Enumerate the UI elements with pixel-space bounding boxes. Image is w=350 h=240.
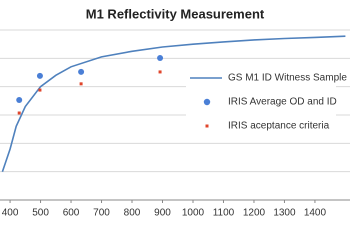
data-point: [78, 68, 85, 75]
data-point: [36, 72, 43, 79]
x-tick-label: 1100: [213, 208, 235, 219]
data-point: [157, 55, 164, 62]
legend-label: IRIS aceptance criteria: [228, 121, 330, 132]
data-point: [158, 70, 162, 74]
legend-label: GS M1 ID Witness Sample: [228, 73, 347, 84]
page: {"chart_data":{"type":"line","title":"M1…: [0, 6, 350, 219]
legend-swatch: [203, 98, 211, 106]
series-line: [1, 35, 346, 172]
x-tick-label: 600: [63, 208, 80, 219]
x-tick-label: 1400: [304, 208, 327, 219]
x-tick-label: 900: [154, 208, 171, 219]
x-tick-label: 1200: [243, 208, 266, 219]
legend-swatch: [205, 124, 209, 128]
x-tick-label: 700: [93, 208, 110, 219]
x-tick-label: 800: [124, 208, 141, 219]
data-point: [16, 96, 23, 103]
legend-label: IRIS Average OD and ID: [228, 97, 337, 108]
x-tick-label: 1300: [273, 208, 296, 219]
data-point: [17, 111, 21, 115]
x-tick-label: 400: [2, 208, 19, 219]
legend-box: [186, 64, 336, 138]
chart-title: M1 Reflectivity Measurement: [86, 6, 265, 21]
x-tick-label: 1000: [182, 208, 205, 219]
chart: M1 Reflectivity Measurement 400 500 600 700…: [0, 6, 350, 219]
data-point: [38, 88, 42, 92]
data-point: [79, 82, 83, 86]
x-tick-label: 500: [32, 208, 49, 219]
